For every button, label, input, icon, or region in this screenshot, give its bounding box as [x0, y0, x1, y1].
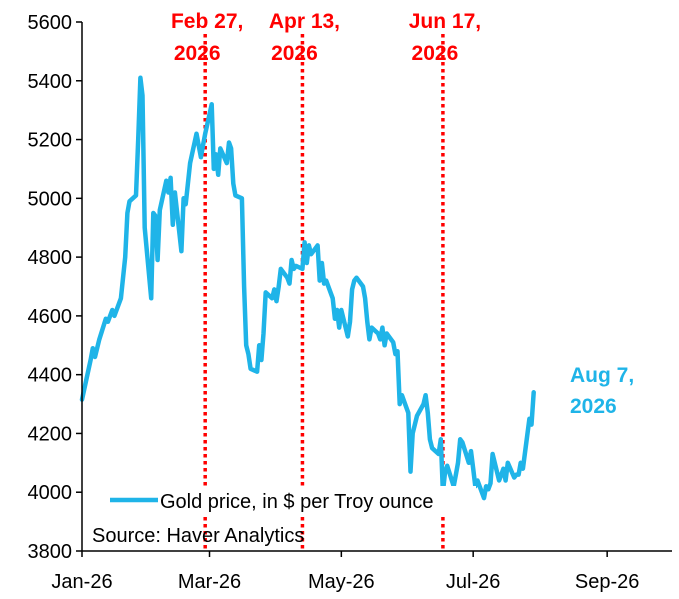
end-label-date: Aug 7, — [570, 364, 634, 387]
legend-background — [104, 486, 476, 514]
y-tick-label: 5400 — [28, 71, 73, 93]
x-tick-label: Mar-26 — [178, 571, 241, 593]
y-tick-label: 4200 — [28, 423, 73, 445]
source-note: Source: Haver Analytics — [92, 525, 304, 547]
x-tick-label: Sep-26 — [575, 571, 640, 593]
y-tick-label: 3800 — [28, 541, 73, 563]
y-tick-label: 5600 — [28, 12, 73, 34]
y-tick-label: 5000 — [28, 188, 73, 210]
y-tick-label: 4600 — [28, 306, 73, 328]
event-label-year: 2026 — [271, 42, 318, 65]
y-tick-label: 4400 — [28, 365, 73, 387]
event-label-year: 2026 — [174, 42, 221, 65]
x-tick-label: May-26 — [308, 571, 375, 593]
event-label-date: Jun 17, — [409, 10, 481, 33]
y-tick-label: 4800 — [28, 247, 73, 269]
event-label-date: Apr 13, — [269, 10, 340, 33]
legend-label: Gold price, in $ per Troy ounce — [160, 491, 433, 513]
event-label-date: Feb 27, — [171, 10, 243, 33]
y-tick-label: 5200 — [28, 130, 73, 152]
x-tick-label: Jul-26 — [446, 571, 500, 593]
x-tick-label: Jan-26 — [51, 571, 112, 593]
end-label-year: 2026 — [570, 395, 617, 418]
series-line-gold-price — [79, 75, 536, 501]
y-tick-label: 4000 — [28, 482, 73, 504]
event-label-year: 2026 — [412, 42, 459, 65]
